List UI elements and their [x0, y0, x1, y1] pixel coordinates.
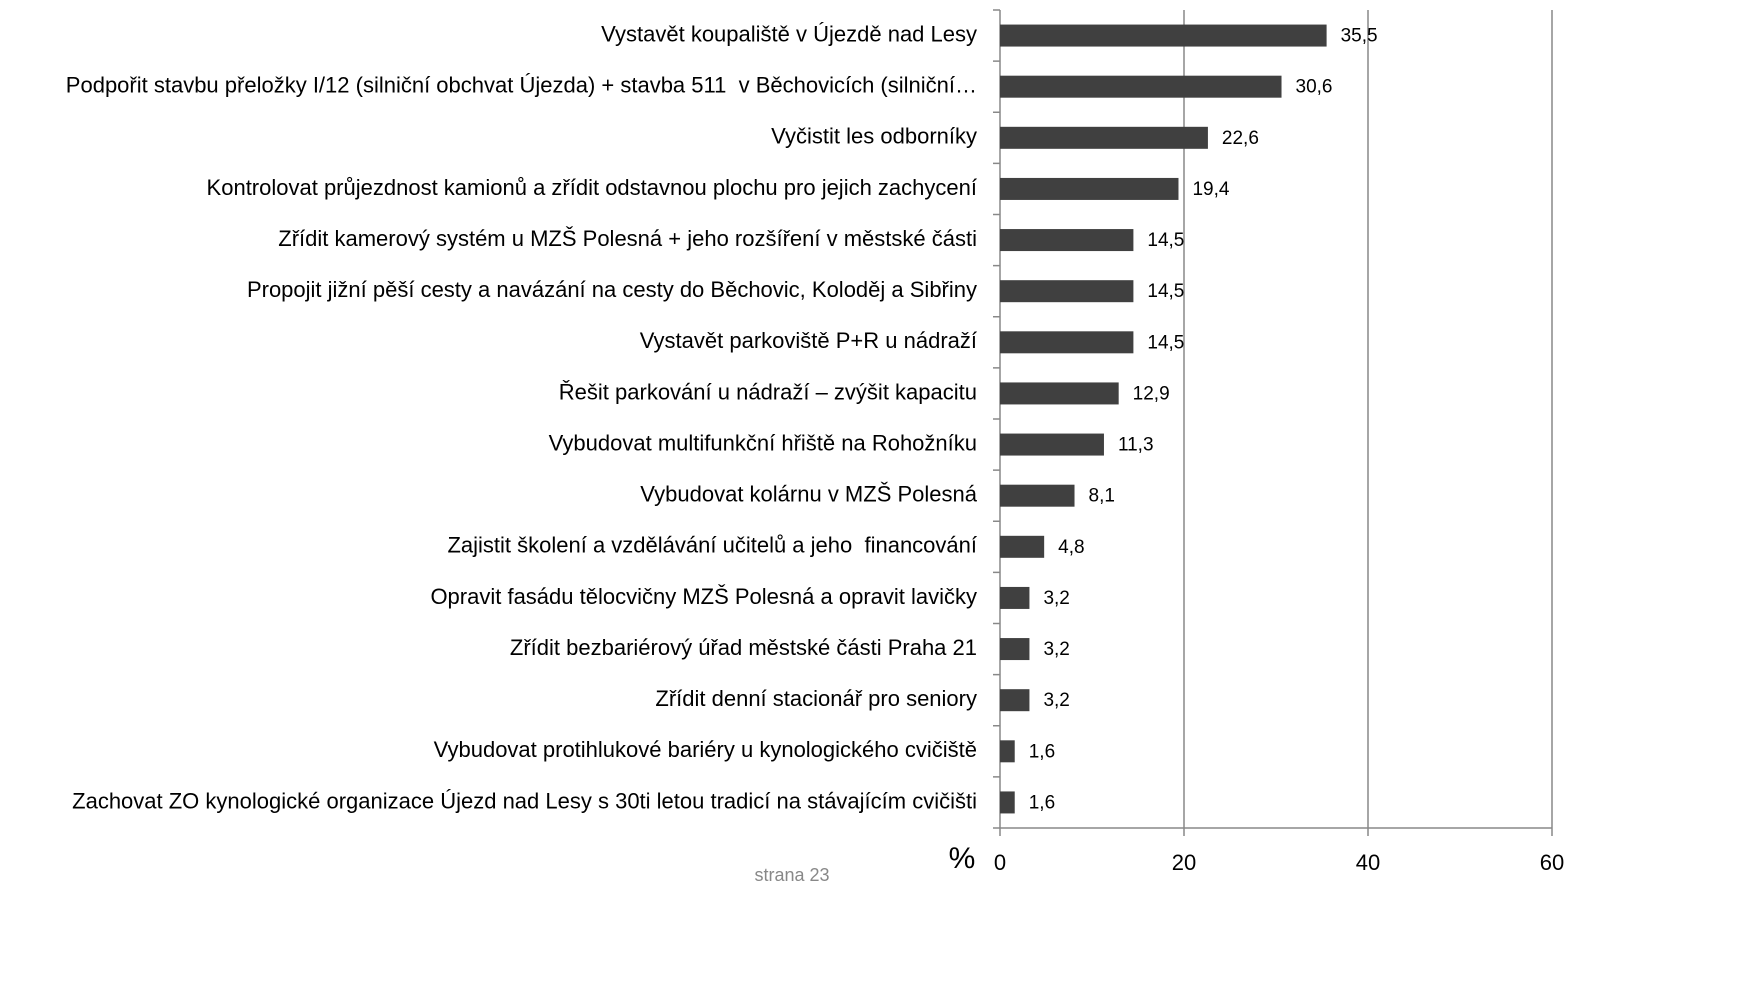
bar [1000, 75, 1282, 98]
category-label: Kontrolovat průjezdnost kamionů a zřídit… [207, 175, 977, 200]
bar [1000, 689, 1030, 712]
category-label: Opravit fasádu tělocvičny MZŠ Polesná a … [430, 584, 977, 609]
category-label: Vybudovat multifunkční hřiště na Rohožní… [549, 430, 977, 455]
bar [1000, 484, 1075, 507]
category-label: Řešit parkování u nádraží – zvýšit kapac… [559, 379, 977, 404]
value-label: 14,5 [1147, 281, 1184, 302]
category-label: Propojit jižní pěší cesty a navázání na … [247, 277, 977, 302]
bar [1000, 280, 1134, 303]
x-tick-label: 40 [1356, 850, 1380, 875]
bar [1000, 433, 1104, 456]
bar [1000, 791, 1015, 814]
category-label: Vyčistit les odborníky [771, 124, 977, 149]
page-footer: strana 23 [754, 865, 829, 885]
x-tick-label: 20 [1172, 850, 1196, 875]
category-label: Zřídit kamerový systém u MZŠ Polesná + j… [278, 226, 977, 251]
value-label: 3,2 [1043, 690, 1069, 711]
category-label: Podpořit stavbu přeložky I/12 (silniční … [66, 73, 977, 98]
value-label: 11,3 [1118, 435, 1154, 456]
category-label: Zajistit školení a vzdělávání učitelů a … [447, 533, 977, 558]
bar [1000, 638, 1030, 661]
bar [1000, 229, 1134, 252]
bar [1000, 586, 1030, 609]
value-label: 35,5 [1341, 26, 1378, 47]
category-label: Zachovat ZO kynologické organizace Újezd… [72, 788, 977, 813]
bar [1000, 24, 1327, 47]
value-label: 19,4 [1192, 179, 1229, 200]
x-tick-label: 0 [994, 850, 1006, 875]
category-label: Zřídit denní stacionář pro seniory [655, 686, 977, 711]
value-label: 22,6 [1222, 128, 1259, 149]
value-label: 4,8 [1058, 537, 1084, 558]
x-tick-label: 60 [1540, 850, 1564, 875]
value-label: 1,6 [1029, 792, 1055, 813]
bar [1000, 382, 1119, 405]
value-label: 30,6 [1296, 77, 1333, 98]
value-label: 12,9 [1133, 383, 1170, 404]
value-label: 14,5 [1147, 230, 1184, 251]
bar [1000, 331, 1134, 354]
value-label: 8,1 [1089, 486, 1115, 507]
x-axis-label: % [949, 842, 976, 875]
value-label: 1,6 [1029, 741, 1055, 762]
bar [1000, 740, 1015, 763]
bar [1000, 177, 1179, 200]
category-label: Vystavět koupaliště v Újezdě nad Lesy [601, 21, 977, 46]
bar [1000, 126, 1208, 149]
category-label: Zřídit bezbariérový úřad městské části P… [510, 635, 977, 660]
category-label: Vybudovat kolárnu v MZŠ Polesná [640, 482, 977, 507]
value-label: 3,2 [1043, 588, 1069, 609]
category-label: Vystavět parkoviště P+R u nádraží [640, 328, 977, 353]
category-label: Vybudovat protihlukové bariéry u kynolog… [434, 737, 977, 762]
bar [1000, 535, 1045, 558]
value-label: 14,5 [1147, 332, 1184, 353]
value-label: 3,2 [1043, 639, 1069, 660]
